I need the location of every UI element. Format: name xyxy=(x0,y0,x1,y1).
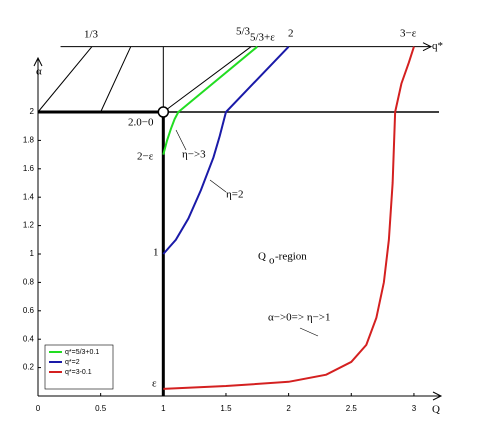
annotation: 1/3 xyxy=(84,29,99,41)
top-axis-label: q* xyxy=(432,40,443,52)
series-line xyxy=(162,45,258,155)
y-tick-label: 0.4 xyxy=(23,334,35,343)
legend-label: q*=2 xyxy=(65,359,80,366)
legend-label: q*=3-0.1 xyxy=(65,369,92,376)
legend-label: q*=5/3+0.1 xyxy=(65,349,99,356)
x-tick-label: 0.5 xyxy=(95,404,107,413)
reference-line xyxy=(37,46,93,113)
annotation: 2−ε xyxy=(137,151,154,163)
series-line xyxy=(163,46,415,390)
annotation-leader xyxy=(175,129,187,151)
series-line xyxy=(162,45,290,255)
x-tick-label: 2.5 xyxy=(346,404,358,413)
y-tick-label: 1.2 xyxy=(23,221,35,230)
y-tick-label: 0.6 xyxy=(23,306,35,315)
y-tick-label: 1.4 xyxy=(23,192,35,201)
annotation: 2 xyxy=(288,28,294,40)
annotation: 5/3 xyxy=(236,26,251,38)
y-tick-label: 1 xyxy=(30,249,35,258)
y-tick-label: 1.8 xyxy=(23,136,35,145)
annotation: α−>0=> η−>1 xyxy=(268,312,331,324)
y-tick-label: 0.8 xyxy=(23,278,35,287)
reference-line xyxy=(100,46,132,113)
annotation: -region xyxy=(275,251,307,263)
annotation: 2.0−0 xyxy=(128,117,154,129)
annotation: 1 xyxy=(153,247,159,259)
x-tick-label: 1 xyxy=(161,404,166,413)
y-tick-label: 2 xyxy=(30,107,35,116)
x-tick-label: 2 xyxy=(286,404,291,413)
annotation: Q xyxy=(258,251,266,263)
x-axis-arrow xyxy=(432,391,443,401)
annotation: 3−ε xyxy=(400,28,417,40)
point-marker xyxy=(157,106,170,118)
reference-line xyxy=(163,46,252,113)
legend: q*=5/3+0.1 q*=2 q*=3-0.1 xyxy=(44,344,114,390)
x-tick-label: 3 xyxy=(412,404,417,413)
annotation: ε xyxy=(152,378,157,390)
annotation-leader xyxy=(209,179,227,193)
y-axis-arrow xyxy=(33,56,43,67)
annotation-leader xyxy=(299,327,319,337)
y-tick-label: 0.2 xyxy=(23,363,35,372)
annotation: 5/3+ε xyxy=(250,32,275,44)
y-axis-label: α xyxy=(36,66,42,78)
annotation: o xyxy=(269,255,275,267)
x-tick-label: 1.5 xyxy=(220,404,232,413)
x-axis-label: Q xyxy=(432,404,440,416)
x-tick-label: 0 xyxy=(36,404,41,413)
y-tick-label: 1.6 xyxy=(23,164,35,173)
annotation: η=2 xyxy=(226,189,243,201)
annotation: η−>3 xyxy=(182,149,206,161)
